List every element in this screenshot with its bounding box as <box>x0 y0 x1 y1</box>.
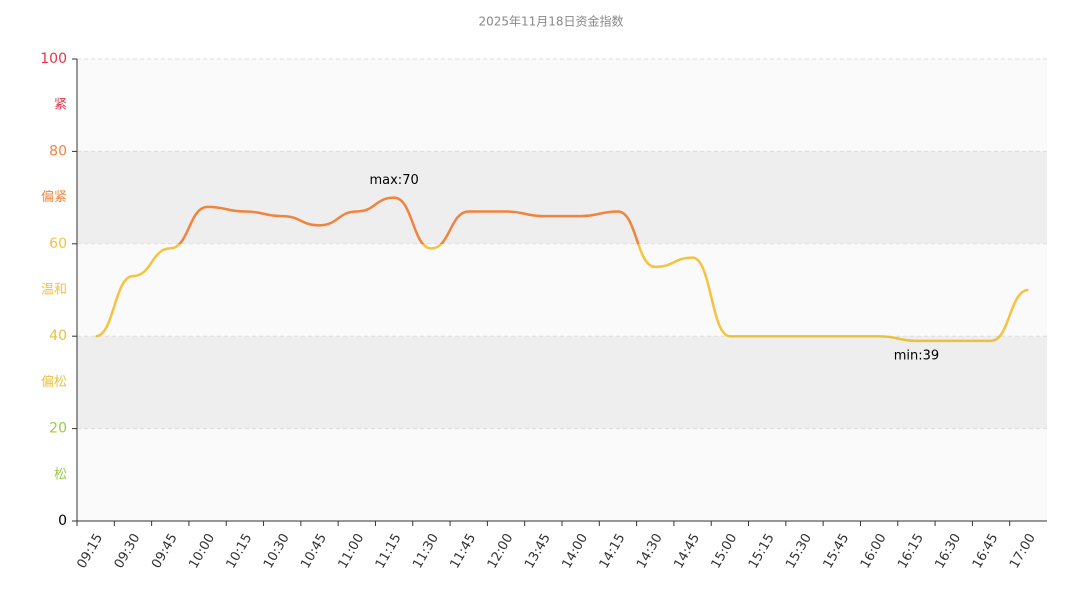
x-tick-label: 11:15 <box>373 531 405 571</box>
band-label: 紧 <box>54 98 67 113</box>
x-tick-label: 14:45 <box>671 531 703 571</box>
band-background <box>77 243 1047 337</box>
y-tick-label: 60 <box>49 236 67 252</box>
x-tick-label: 16:30 <box>933 531 965 571</box>
x-tick-label: 15:15 <box>746 531 778 571</box>
x-tick-label: 14:15 <box>597 531 629 571</box>
x-tick-label: 17:00 <box>1007 531 1039 571</box>
x-tick-label: 15:00 <box>709 531 741 571</box>
band-background <box>77 428 1047 521</box>
x-tick-label: 09:45 <box>149 531 181 571</box>
x-tick-label: 11:30 <box>410 531 442 571</box>
x-tick-label: 10:00 <box>186 531 218 571</box>
x-tick-label: 15:45 <box>821 531 853 571</box>
y-tick-label: 80 <box>49 143 67 159</box>
band-background <box>77 59 1047 152</box>
y-tick-label: 40 <box>49 328 67 344</box>
x-tick-label: 09:15 <box>74 531 106 571</box>
x-tick-label: 12:00 <box>485 531 517 571</box>
x-tick-label: 09:30 <box>112 531 144 571</box>
band-background <box>77 336 1047 429</box>
x-tick-label: 14:30 <box>634 531 666 571</box>
annotation: min:39 <box>894 348 939 363</box>
band-background <box>77 151 1047 244</box>
x-tick-label: 10:30 <box>261 531 293 571</box>
band-label: 偏松 <box>41 375 67 390</box>
y-tick-label: 20 <box>49 421 67 437</box>
chart-title: 2025年11月18日资金指数 <box>478 14 623 29</box>
band-label: 偏紧 <box>41 190 67 205</box>
x-tick-label: 16:15 <box>895 531 927 571</box>
x-tick-label: 10:45 <box>298 531 330 571</box>
annotation: max:70 <box>369 173 418 188</box>
x-tick-label: 16:45 <box>970 531 1002 571</box>
x-tick-label: 10:15 <box>224 531 256 571</box>
x-tick-label: 16:00 <box>858 531 890 571</box>
x-tick-label: 11:45 <box>448 531 480 571</box>
x-tick-label: 14:00 <box>559 531 591 571</box>
data-line <box>95 196 1029 343</box>
y-tick-label: 100 <box>40 51 67 67</box>
band-label: 松 <box>54 467 67 482</box>
x-tick-label: 11:00 <box>336 531 368 571</box>
x-tick-label: 15:30 <box>783 531 815 571</box>
x-tick-label: 13:45 <box>522 531 554 571</box>
y-tick-label: 0 <box>58 513 67 529</box>
band-label: 温和 <box>41 283 67 298</box>
